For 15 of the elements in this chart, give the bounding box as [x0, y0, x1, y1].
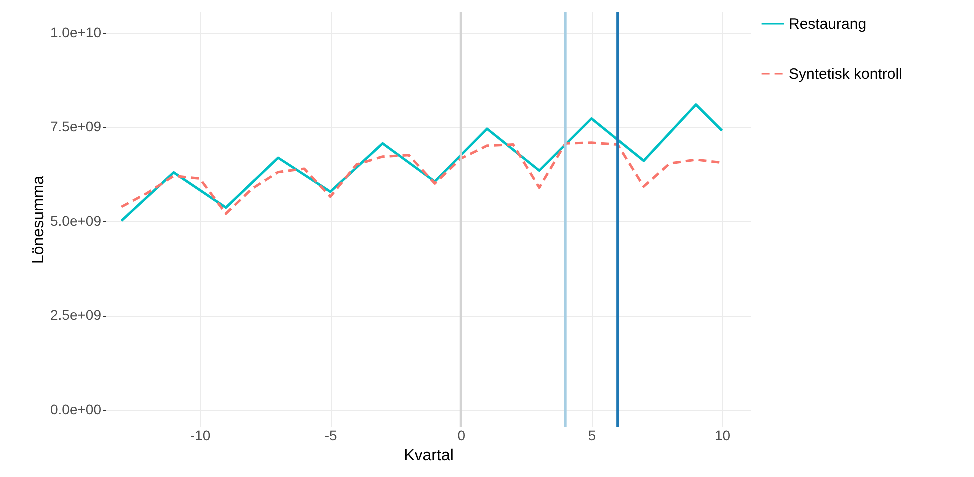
x-tick-label: 5	[588, 428, 596, 444]
x-axis-title: Kvartal	[404, 448, 454, 464]
y-tick-label: 5.0e+09	[50, 212, 102, 229]
legend-label: Restaurang	[789, 16, 867, 33]
x-tick-label: 0	[458, 428, 466, 444]
x-tick-label: 10	[714, 428, 731, 444]
y-tick-label: 7.5e+09	[50, 118, 102, 135]
y-axis-title: Lönesumma	[30, 176, 48, 264]
y-tick-label: 0.0e+00	[50, 402, 102, 418]
y-tick-label: 2.5e+09	[50, 307, 102, 324]
x-tick-label: -10	[190, 428, 211, 444]
x-tick-label: -5	[324, 428, 338, 444]
y-tick-label: 1.0e+10	[50, 24, 102, 40]
line-series	[120, 104, 724, 222]
legend-label: Syntetisk kontroll	[789, 66, 902, 83]
